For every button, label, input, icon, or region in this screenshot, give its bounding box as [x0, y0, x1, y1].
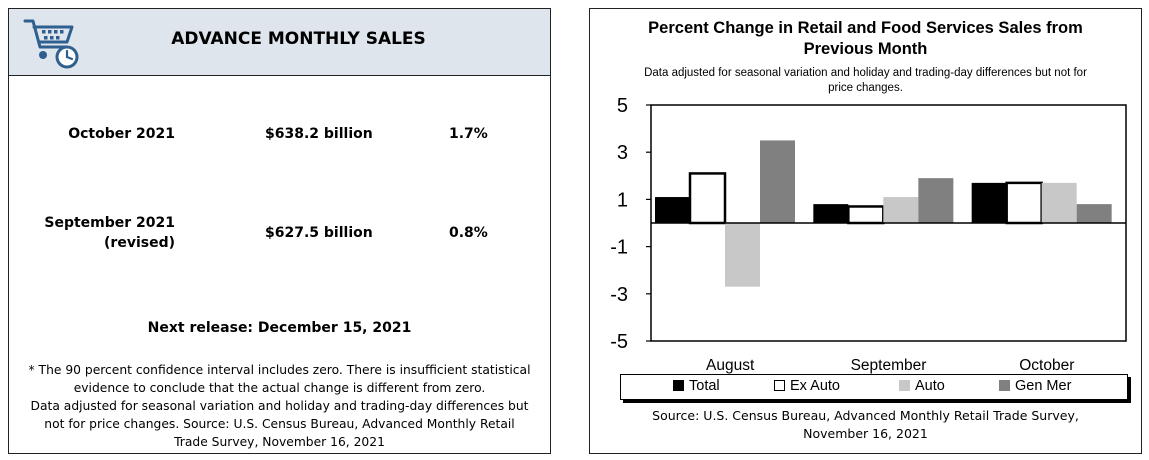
bar-ex-auto-august — [688, 172, 727, 225]
footnote-line: evidence to conclude that the actual cha… — [73, 381, 486, 395]
chart-source-line: Source: U.S. Census Bureau, Advanced Mon… — [652, 408, 1079, 423]
next-release-text: Next release: December 15, 2021 — [147, 320, 412, 336]
shopping-cart-clock-icon — [23, 19, 79, 69]
y-tick-label: 1 — [617, 189, 628, 211]
y-tick-label: -5 — [610, 331, 628, 353]
legend-swatch — [899, 380, 910, 391]
chart-title-line: Percent Change in Retail and Food Servic… — [648, 19, 1083, 37]
bar-total-october — [971, 182, 1007, 223]
chart-panel: Percent Change in Retail and Food Servic… — [589, 8, 1142, 454]
bar-auto-october — [1041, 182, 1077, 223]
panel-title: ADVANCE MONTHLY SALES — [171, 29, 426, 49]
x-category-label: August — [706, 357, 755, 374]
bar-ex-auto-september — [847, 205, 885, 225]
bar-ex-auto-october — [1005, 181, 1043, 225]
chart-title-line: Previous Month — [803, 40, 928, 58]
footnote: * The 90 percent confidence interval inc… — [21, 361, 538, 451]
row-period-september: September 2021 (revised) — [44, 213, 175, 253]
x-category-label: September — [851, 357, 927, 374]
chart-subtitle-line: price changes. — [828, 82, 903, 94]
y-tick-label: -1 — [610, 237, 628, 259]
chart-subtitle: Data adjusted for seasonal variation and… — [600, 66, 1131, 96]
footnote-line: * The 90 percent confidence interval inc… — [28, 363, 531, 377]
row-period-october: October 2021 — [68, 124, 175, 144]
footnote-line: not for price changes. Source: U.S. Cens… — [44, 417, 515, 431]
chart-legend: Total Ex Auto Auto Gen Mer — [620, 374, 1128, 400]
legend-label: Gen Mer — [1015, 378, 1072, 394]
row-value-september: $627.5 billion — [265, 225, 373, 241]
period-label: October 2021 — [68, 126, 175, 142]
y-tick-label: 5 — [617, 95, 628, 117]
legend-item-auto: Auto — [899, 378, 945, 394]
row-value-october: $638.2 billion — [265, 126, 373, 142]
bar-auto-september — [883, 197, 919, 223]
bar-total-august — [655, 197, 690, 223]
period-note: (revised) — [104, 235, 175, 251]
footnote-line: Trade Survey, November 16, 2021 — [174, 435, 385, 449]
period-label: September 2021 — [44, 215, 175, 231]
footnote-line: Data adjusted for seasonal variation and… — [30, 399, 529, 413]
y-tick-label: 3 — [617, 142, 628, 164]
legend-swatch — [999, 380, 1010, 391]
legend-label: Auto — [915, 378, 945, 394]
legend-item-ex-auto: Ex Auto — [774, 378, 840, 394]
advance-monthly-sales-panel: ADVANCE MONTHLY SALES October 2021 $638.… — [8, 8, 551, 454]
legend-item-gen-mer: Gen Mer — [999, 378, 1071, 394]
x-category-label: October — [1019, 357, 1074, 374]
bar-gen-mer-september — [918, 178, 954, 223]
bar-gen-mer-august — [760, 140, 795, 223]
chart-subtitle-line: Data adjusted for seasonal variation and… — [644, 67, 1087, 79]
bar-gen-mer-october — [1076, 204, 1112, 223]
legend-label: Total — [689, 378, 720, 394]
chart-title: Percent Change in Retail and Food Servic… — [590, 18, 1141, 60]
y-tick-label: -3 — [610, 284, 628, 306]
legend-swatch — [673, 380, 684, 391]
legend-swatch — [774, 380, 785, 391]
bar-auto-august — [725, 223, 760, 287]
row-change-september: 0.8% — [449, 225, 488, 241]
chart-source-line: November 16, 2021 — [803, 426, 928, 441]
chart-source: Source: U.S. Census Bureau, Advanced Mon… — [590, 407, 1141, 443]
legend-item-total: Total — [673, 378, 720, 394]
bar-total-september — [813, 204, 849, 223]
panel-header: ADVANCE MONTHLY SALES — [9, 9, 550, 76]
row-change-october: 1.7% — [449, 126, 488, 142]
legend-label: Ex Auto — [790, 378, 840, 394]
bar-chart: 5 3 1 -1 -3 -5 August September October — [610, 95, 1127, 374]
